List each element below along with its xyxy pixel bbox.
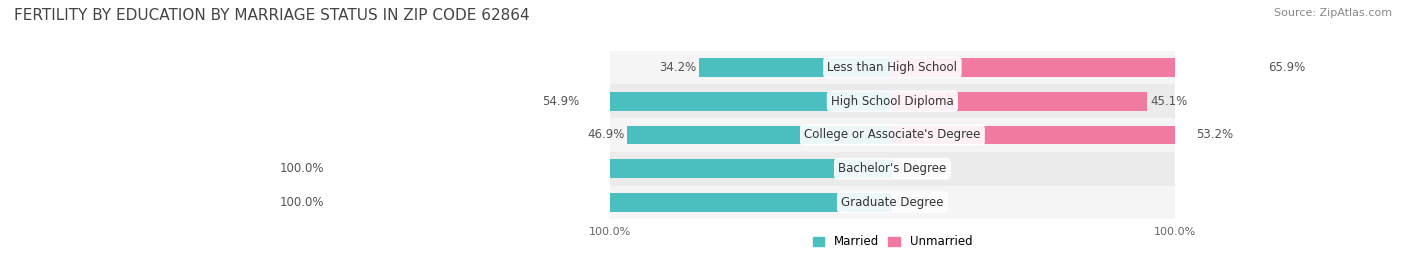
Text: 65.9%: 65.9% bbox=[1268, 61, 1305, 74]
Bar bbox=[610, 152, 1175, 186]
Bar bbox=[610, 118, 1175, 152]
Text: 100.0%: 100.0% bbox=[280, 196, 325, 209]
Legend: Married, Unmarried: Married, Unmarried bbox=[813, 235, 973, 248]
Bar bbox=[893, 126, 1194, 144]
Bar bbox=[610, 84, 1175, 118]
Bar bbox=[610, 186, 1175, 219]
Text: College or Associate's Degree: College or Associate's Degree bbox=[804, 129, 980, 141]
Text: FERTILITY BY EDUCATION BY MARRIAGE STATUS IN ZIP CODE 62864: FERTILITY BY EDUCATION BY MARRIAGE STATU… bbox=[14, 8, 530, 23]
Bar bbox=[893, 92, 1147, 111]
Text: 34.2%: 34.2% bbox=[659, 61, 696, 74]
Text: 53.2%: 53.2% bbox=[1197, 129, 1233, 141]
Bar bbox=[627, 126, 893, 144]
Bar bbox=[610, 51, 1175, 84]
Text: 0.0%: 0.0% bbox=[896, 196, 925, 209]
Text: 54.9%: 54.9% bbox=[541, 95, 579, 108]
Bar bbox=[893, 58, 1265, 77]
Text: High School Diploma: High School Diploma bbox=[831, 95, 953, 108]
Bar bbox=[328, 160, 893, 178]
Text: 100.0%: 100.0% bbox=[280, 162, 325, 175]
Text: Bachelor's Degree: Bachelor's Degree bbox=[838, 162, 946, 175]
Text: Graduate Degree: Graduate Degree bbox=[841, 196, 943, 209]
Text: Less than High School: Less than High School bbox=[827, 61, 957, 74]
Text: 46.9%: 46.9% bbox=[588, 129, 624, 141]
Text: 0.0%: 0.0% bbox=[896, 162, 925, 175]
Bar bbox=[328, 193, 893, 212]
Bar bbox=[699, 58, 893, 77]
Text: Source: ZipAtlas.com: Source: ZipAtlas.com bbox=[1274, 8, 1392, 18]
Bar bbox=[582, 92, 893, 111]
Text: 45.1%: 45.1% bbox=[1150, 95, 1188, 108]
